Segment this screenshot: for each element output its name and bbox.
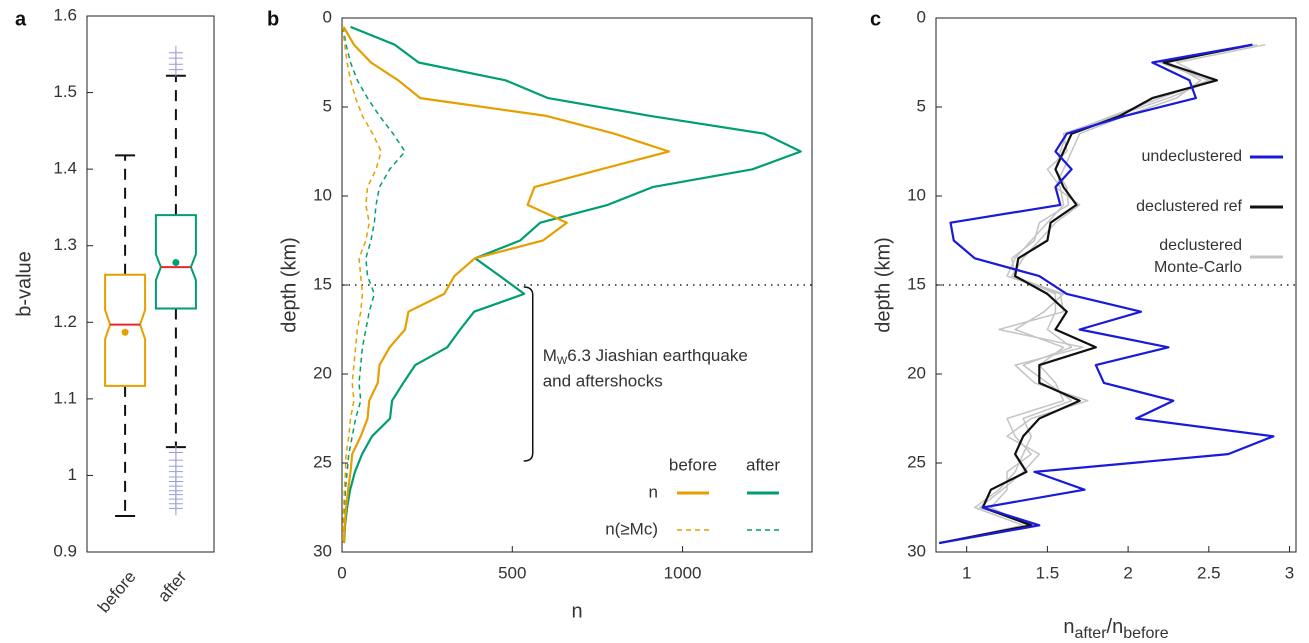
line — [939, 43, 1258, 544]
y-tick-label: 15 — [907, 274, 926, 293]
annotation: and aftershocks — [543, 371, 663, 390]
panel-letter: a — [15, 8, 27, 30]
annotation: MW6.3 Jiashian earthquake — [543, 346, 748, 366]
y-tick-label: 30 — [907, 541, 926, 560]
x-tick-label: 2 — [1123, 563, 1132, 582]
outlier — [168, 45, 183, 60]
y-tick-label: 25 — [313, 452, 332, 471]
legend-header: before — [669, 455, 717, 474]
x-tick-label: 500 — [498, 563, 526, 582]
x-tick-label: 2.5 — [1197, 563, 1221, 582]
y-tick-label: 0 — [323, 7, 332, 26]
legend-label: n — [649, 482, 658, 501]
y-tick-label: 0.9 — [53, 541, 77, 560]
outlier — [168, 501, 183, 516]
y-tick-label: 1.2 — [53, 312, 77, 331]
y-tick-label: 1 — [68, 465, 77, 484]
y-tick-label: 20 — [907, 363, 926, 382]
mean — [172, 259, 180, 267]
annotation-part: 6.3 Jiashian earthquake — [567, 346, 748, 365]
annotation-part: M — [543, 346, 557, 365]
line — [341, 26, 382, 544]
y-tick-label: 30 — [313, 541, 332, 560]
y-tick-label: 5 — [917, 96, 926, 115]
axes-frame — [341, 17, 813, 553]
y-tick-label: 5 — [323, 96, 332, 115]
axes-frame — [935, 17, 1297, 553]
annotation-bracket — [523, 286, 534, 462]
category-label: after — [154, 567, 191, 606]
annotation-part: W — [557, 355, 568, 367]
legend-header: after — [746, 455, 780, 474]
y-tick-label: 25 — [907, 452, 926, 471]
x-axis-label: n — [571, 600, 582, 622]
x-tick-label: 3 — [1285, 563, 1294, 582]
line — [342, 26, 406, 544]
x-tick-label: 1 — [962, 563, 971, 582]
y-axis-label: depth (km) — [278, 237, 300, 333]
line — [939, 43, 1275, 545]
x-axis-label: nafter/nbefore — [1063, 616, 1168, 642]
line — [939, 43, 1250, 544]
panel-letter: b — [267, 8, 279, 30]
legend-label: undeclustered — [1141, 148, 1242, 165]
x-tick-label: 1.5 — [1036, 563, 1060, 582]
legend-label: n(≥Mc) — [605, 519, 658, 538]
panel-letter: c — [870, 8, 881, 30]
y-tick-label: 10 — [313, 185, 332, 204]
y-tick-label: 20 — [313, 363, 332, 382]
y-tick-label: 1.3 — [53, 235, 77, 254]
y-tick-label: 0 — [917, 7, 926, 26]
x-tick-label: 0 — [337, 563, 346, 582]
line — [342, 25, 802, 544]
legend-label: declustered Monte-Carlo — [1153, 237, 1242, 276]
y-tick-label: 1.5 — [53, 82, 77, 101]
x-tick-label: 1000 — [664, 563, 702, 582]
category-label: before — [94, 567, 140, 616]
y-axis-label: depth (km) — [872, 237, 894, 333]
y-tick-label: 1.4 — [53, 159, 77, 178]
x-axis-label-part: before — [1123, 625, 1168, 642]
y-tick-label: 1.6 — [53, 5, 77, 24]
mean — [121, 328, 129, 336]
x-axis-label-part: n — [1063, 616, 1074, 638]
y-tick-label: 10 — [907, 185, 926, 204]
y-tick-label: 15 — [313, 274, 332, 293]
x-axis-label-part: /n — [1107, 616, 1124, 638]
axes-frame — [86, 15, 215, 553]
y-axis-label: b-value — [13, 251, 35, 317]
line — [939, 43, 1253, 545]
line — [342, 26, 671, 544]
y-tick-label: 1.1 — [53, 388, 77, 407]
legend-label: declustered ref — [1136, 198, 1242, 215]
x-axis-label-part: after — [1075, 625, 1108, 642]
